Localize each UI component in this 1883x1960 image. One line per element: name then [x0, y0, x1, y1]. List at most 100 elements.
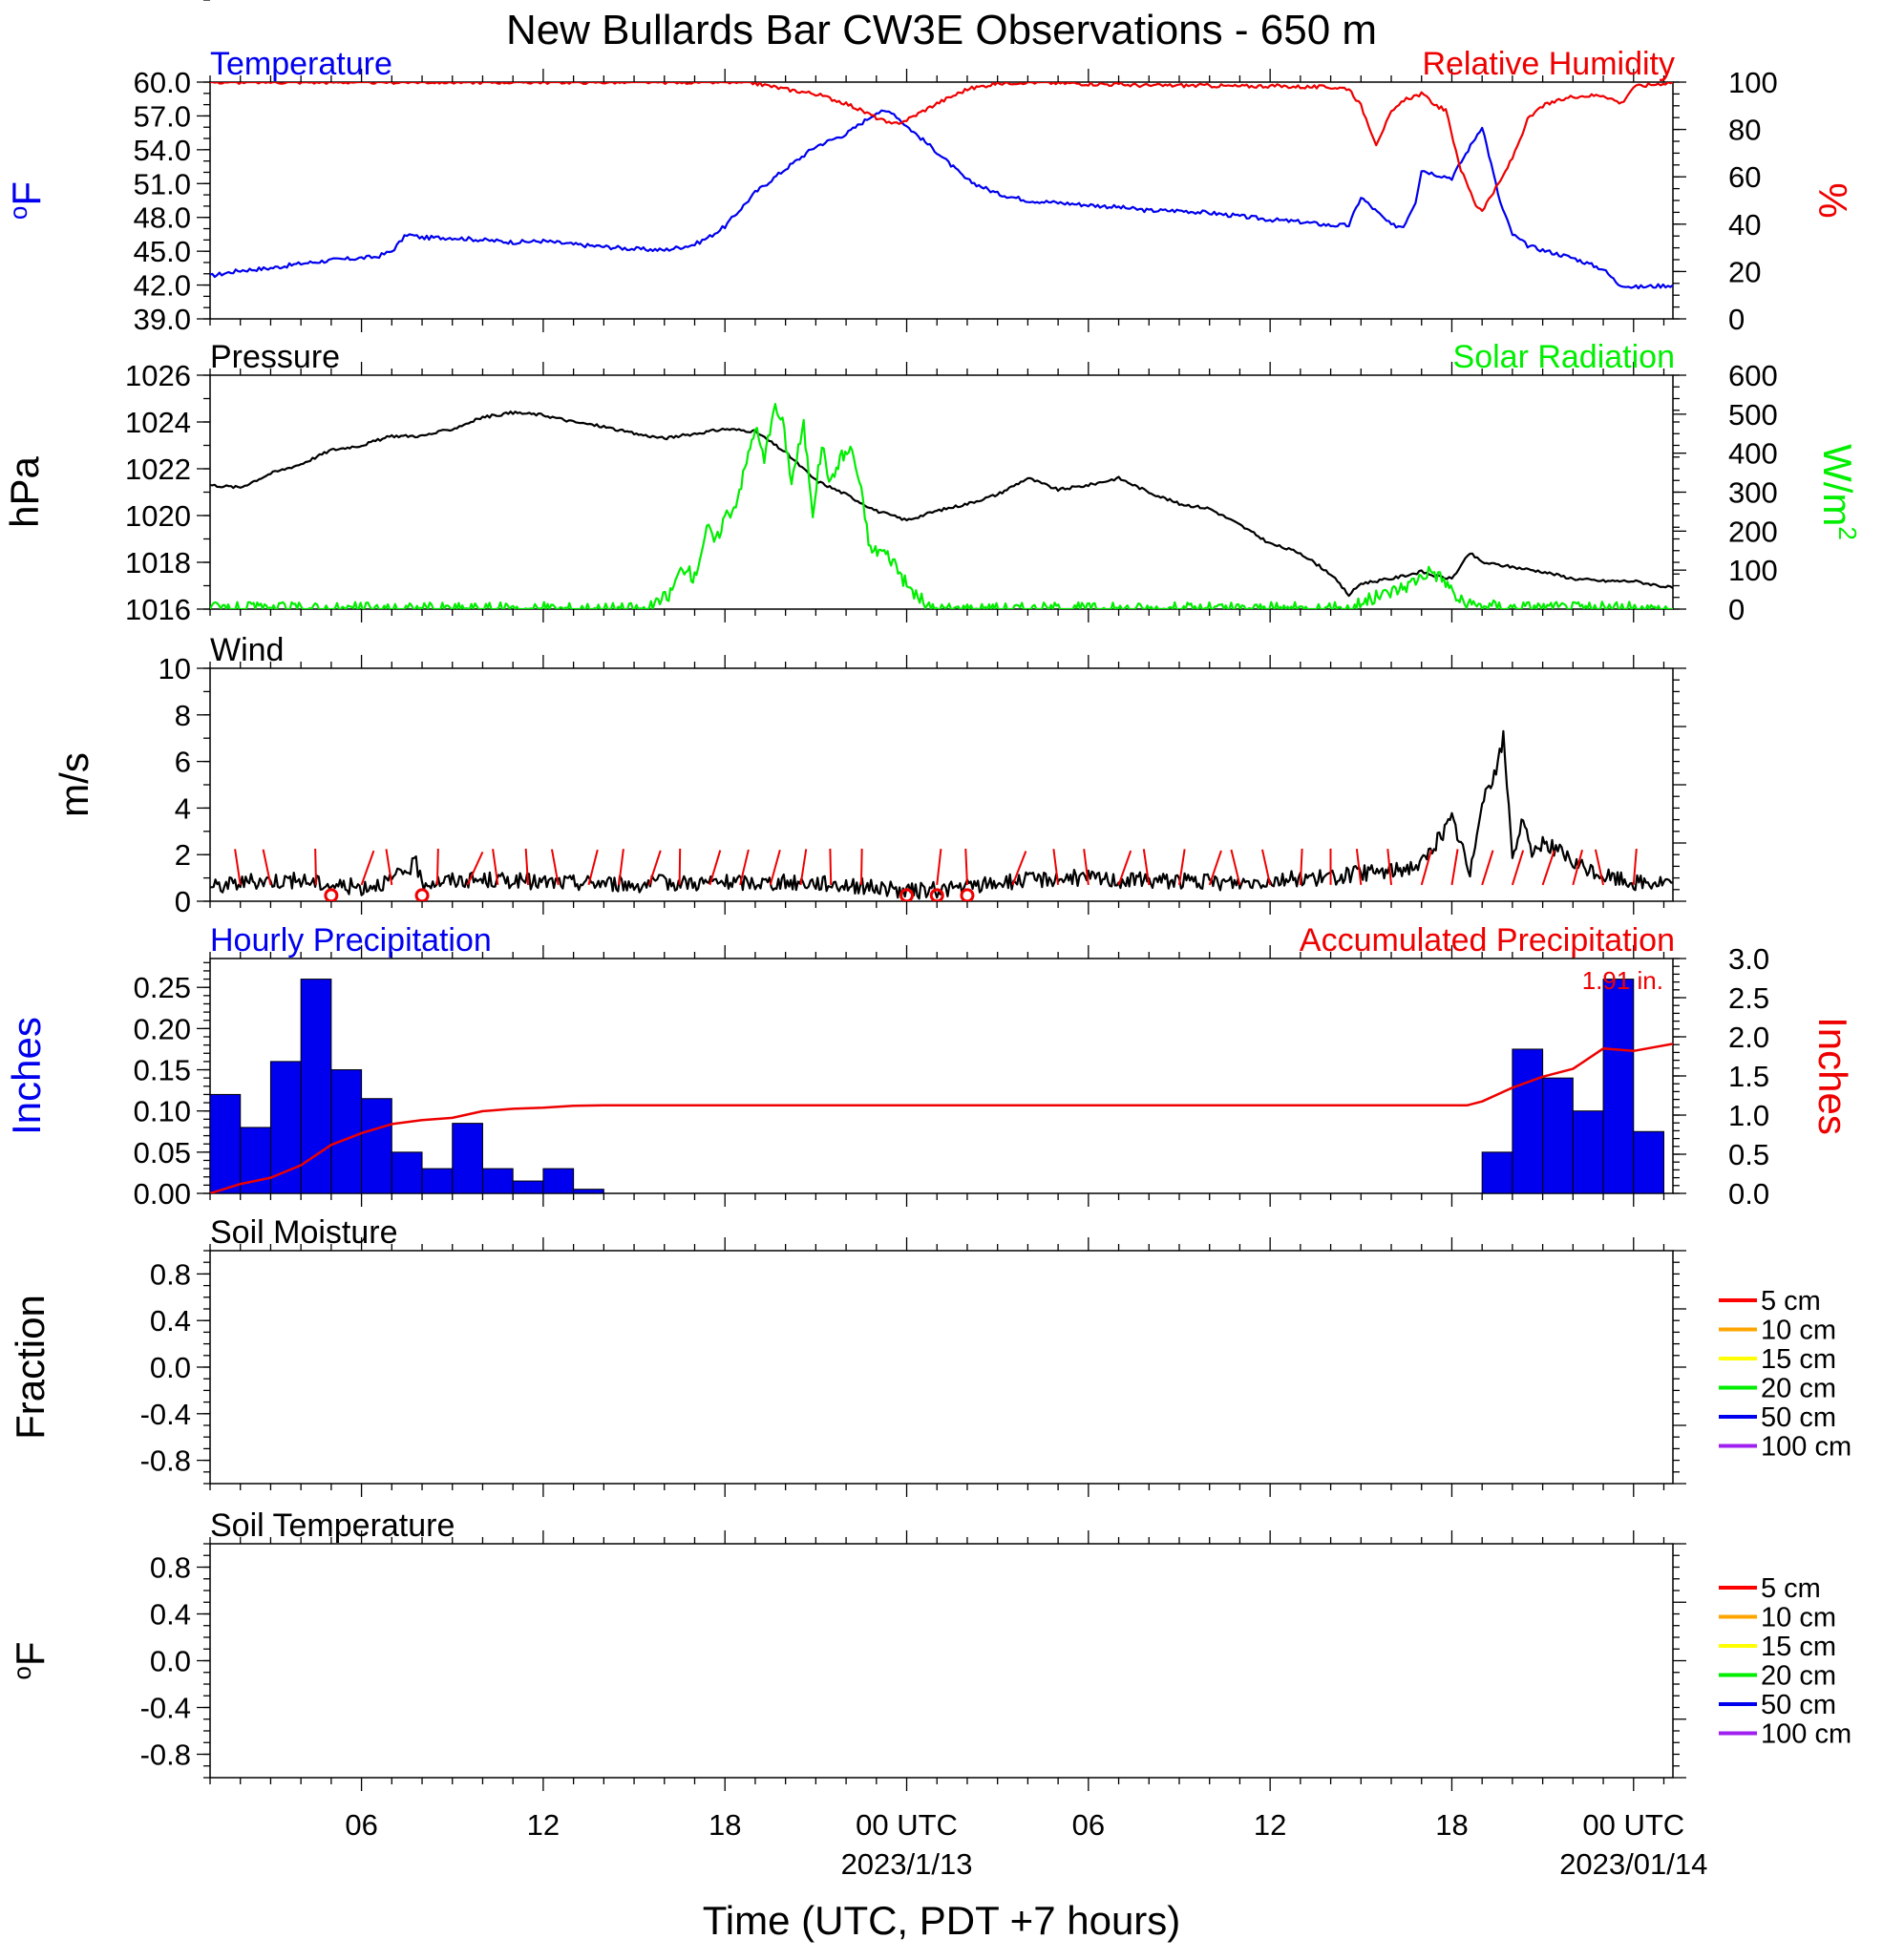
precip-bar	[1481, 1151, 1513, 1193]
wind-barb	[550, 849, 560, 886]
y-axis-title-left: hPa	[2, 455, 47, 527]
y-axis-title-left: oF	[4, 181, 49, 220]
plot-area	[210, 82, 1673, 290]
wind-barb	[1117, 850, 1132, 886]
wind-barb	[1420, 850, 1432, 886]
wind-barb	[492, 849, 499, 886]
wind-barb	[1386, 849, 1393, 886]
wind-barb	[435, 848, 439, 885]
wind-barb	[1450, 849, 1459, 886]
y-tick-label: 42.0	[134, 269, 191, 303]
panel-title-right: Accumulated Precipitation	[1300, 922, 1675, 959]
x-tick-label: 06	[345, 1808, 377, 1842]
series-line-solar-radiation	[210, 403, 1673, 609]
series-line-accumulated-precipitation	[210, 1043, 1673, 1193]
y-tick-label: 6	[175, 746, 191, 779]
series-line-pressure	[210, 411, 1673, 598]
y-tick-label: 51.0	[134, 167, 191, 200]
y-tick-label: 57.0	[134, 99, 191, 133]
wind-barb	[1178, 849, 1186, 886]
panel-title-left: Pressure	[210, 339, 340, 375]
y-tick-label: -0.8	[140, 1739, 191, 1772]
legend-label: 10 cm	[1761, 1603, 1836, 1633]
plot-area	[210, 979, 1673, 1193]
wind-barb	[859, 848, 863, 885]
plot-frame	[209, 667, 1674, 902]
wind-barb	[1299, 848, 1303, 885]
y-tick-label: 0.10	[134, 1095, 191, 1128]
wind-calm-marker	[414, 888, 430, 901]
y-tick-label: 0.15	[134, 1054, 191, 1087]
x-tick-label: 00 UTC	[856, 1808, 958, 1842]
y-tick-label: 0.05	[134, 1136, 191, 1170]
y-tick-label: 1018	[125, 546, 191, 580]
y-right-tick-label: 1.5	[1728, 1060, 1769, 1093]
y-right-tick-label: 2.5	[1728, 981, 1769, 1015]
legend-label: 50 cm	[1761, 1402, 1836, 1433]
precip-bar	[1602, 979, 1635, 1193]
wind-calm-marker	[960, 888, 975, 901]
y-tick-label: 0.00	[134, 1177, 191, 1211]
wind-barb	[466, 851, 484, 886]
y-tick-label: -0.4	[140, 1692, 191, 1725]
wind-barb	[1052, 849, 1060, 886]
precip-bar	[330, 1069, 363, 1193]
y-right-tick-label: 0.5	[1728, 1138, 1769, 1171]
panel-soil_moisture: Soil Moisture -0.8 -0.4 0.0 0.4 0.8 Fraction 5 …	[8, 1214, 1851, 1497]
panel-title-left: Hourly Precipitation	[210, 922, 492, 959]
y-tick-label: 0.0	[150, 1645, 191, 1678]
panel-title-right: Relative Humidity	[1422, 46, 1675, 82]
y-tick-label: 0.0	[150, 1351, 191, 1384]
legend-label: 20 cm	[1761, 1661, 1836, 1692]
wind-calm-marker	[899, 888, 915, 901]
precip-bar	[1633, 1130, 1664, 1193]
y-right-tick-label: 60	[1728, 160, 1761, 194]
plot-frame	[209, 1543, 1674, 1779]
wind-barb	[964, 848, 968, 885]
wind-barb	[1572, 849, 1584, 886]
legend-label: 20 cm	[1761, 1374, 1836, 1404]
y-tick-label: 2	[175, 838, 191, 872]
y-tick-label: 0.8	[150, 1257, 191, 1291]
panel-wind: Wind 0 2 4 6 8 10 m/s	[52, 632, 1686, 918]
legend-label: 100 cm	[1761, 1719, 1851, 1750]
plot-frame	[209, 958, 1674, 1194]
y-tick-label: 1024	[125, 406, 191, 439]
wind-barb	[1142, 849, 1151, 886]
wind-barb	[799, 849, 808, 886]
x-tick-label: 00 UTC	[1582, 1808, 1684, 1842]
plot-frame	[209, 1250, 1674, 1485]
y-axis-title-right: %	[1810, 182, 1855, 218]
y-tick-label: 0	[175, 885, 191, 918]
legend-label: 100 cm	[1761, 1432, 1851, 1463]
panel-title-left: Temperature	[210, 46, 392, 82]
wind-barb	[360, 850, 375, 886]
precip-bar	[361, 1098, 392, 1193]
precip-bar	[542, 1168, 575, 1193]
y-tick-label: 1020	[125, 499, 191, 533]
precip-bar	[391, 1151, 423, 1193]
series-line-relative-humidity	[210, 82, 1673, 212]
y-tick-label: 45.0	[134, 235, 191, 268]
precip-bar	[512, 1180, 544, 1193]
panel-title-left: Wind	[210, 632, 284, 668]
y-axis-title-left: Inches	[4, 1017, 49, 1135]
y-tick-label: 0.4	[150, 1598, 191, 1632]
wind-barb	[1541, 850, 1555, 886]
precip-bar	[1512, 1048, 1544, 1193]
x-tick-date-label: 2023/1/13	[841, 1847, 973, 1881]
y-axis-title-right: Inches	[1810, 1017, 1855, 1135]
panel-precipitation: Hourly Precipitation Accumulated Precipit…	[4, 0, 1855, 1211]
y-axis-title-right: W/m2	[1815, 444, 1862, 540]
y-right-tick-label: 500	[1728, 398, 1778, 432]
y-tick-label: 39.0	[134, 303, 191, 336]
y-right-tick-label: 2.0	[1728, 1021, 1769, 1054]
panel-temperature_rh: Temperature Relative Humidity 39.042.045.0…	[4, 46, 1855, 336]
x-tick-label: 18	[709, 1808, 741, 1842]
precip-bar	[210, 1093, 242, 1193]
y-tick-label: 0.8	[150, 1551, 191, 1585]
wind-barb	[678, 848, 682, 885]
y-tick-label: 60.0	[134, 66, 191, 99]
